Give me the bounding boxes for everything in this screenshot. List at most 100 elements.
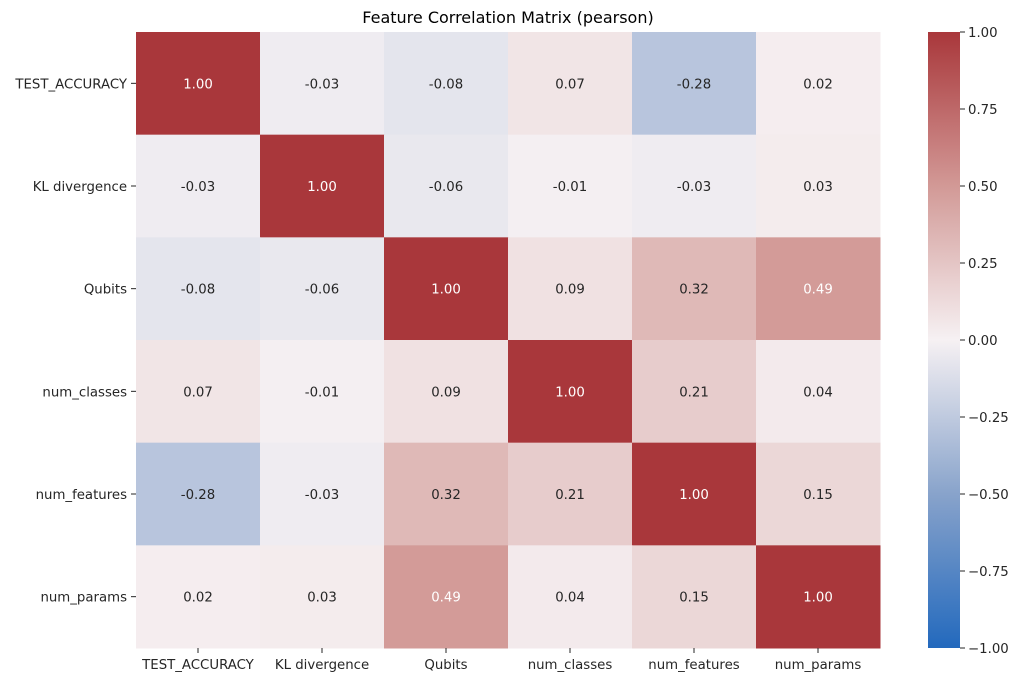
heatmap-cell bbox=[384, 545, 509, 649]
heatmap-cell bbox=[136, 237, 261, 341]
cell-value-label: 0.49 bbox=[803, 283, 833, 298]
x-tick-label: KL divergence bbox=[275, 658, 369, 673]
cell-value-label: 0.03 bbox=[307, 591, 337, 606]
y-axis-ticks: TEST_ACCURACY KL divergence Qubits num_clas… bbox=[14, 77, 136, 606]
heatmap-cell bbox=[384, 32, 509, 136]
cell-value-label: 0.15 bbox=[803, 488, 833, 503]
heatmap-cells: 1.00 -0.03 -0.08 0.07 -0.28 0.02 -0.03 1.00 -0.0… bbox=[136, 32, 881, 649]
heatmap-cell bbox=[756, 340, 881, 444]
heatmap-cell bbox=[136, 340, 261, 444]
y-tick-label: KL divergence bbox=[33, 180, 127, 195]
cell-value-label: 0.02 bbox=[183, 591, 213, 606]
heatmap-cell bbox=[632, 545, 757, 649]
cell-value-label: 0.32 bbox=[431, 488, 461, 503]
heatmap-cell bbox=[260, 32, 385, 136]
cell-value-label: 1.00 bbox=[183, 77, 213, 92]
heatmap-cell bbox=[632, 134, 757, 238]
heatmap-cell bbox=[508, 237, 633, 341]
heatmap-cell bbox=[632, 442, 757, 546]
heatmap-cell bbox=[136, 134, 261, 238]
cell-value-label: -0.28 bbox=[181, 488, 215, 503]
cell-value-label: 1.00 bbox=[431, 283, 461, 298]
cell-value-label: 0.21 bbox=[555, 488, 585, 503]
heatmap-cell bbox=[260, 442, 385, 546]
cell-value-label: -0.03 bbox=[181, 180, 215, 195]
colorbar-tick-label: 0.75 bbox=[968, 103, 998, 118]
cell-value-label: 1.00 bbox=[307, 180, 337, 195]
heatmap-cell bbox=[136, 32, 261, 136]
colorbar-tick-label: 0.25 bbox=[968, 257, 998, 272]
colorbar: 1.00 0.75 0.50 0.25 0.00 −0.25 −0.50 −0.75 −1.00 bbox=[928, 26, 1009, 657]
cell-value-label: 1.00 bbox=[803, 591, 833, 606]
heatmap-cell bbox=[260, 237, 385, 341]
cell-value-label: -0.28 bbox=[677, 77, 711, 92]
cell-value-label: -0.03 bbox=[305, 77, 339, 92]
x-tick-label: Qubits bbox=[424, 658, 467, 673]
heatmap-cell bbox=[508, 340, 633, 444]
colorbar-tick-label: 0.00 bbox=[968, 334, 998, 349]
x-tick-label: num_params bbox=[775, 658, 862, 673]
heatmap-cell bbox=[384, 134, 509, 238]
colorbar-tick-label: −0.50 bbox=[968, 488, 1009, 503]
cell-value-label: 0.21 bbox=[679, 385, 709, 400]
heatmap-cell bbox=[632, 32, 757, 136]
colorbar-tick-label: −0.75 bbox=[968, 565, 1009, 580]
cell-value-label: -0.01 bbox=[553, 180, 587, 195]
x-tick-label: TEST_ACCURACY bbox=[141, 658, 255, 673]
heatmap-cell bbox=[756, 237, 881, 341]
colorbar-tick-label: −1.00 bbox=[968, 642, 1009, 657]
heatmap-cell bbox=[136, 442, 261, 546]
y-tick-label: num_features bbox=[36, 488, 127, 503]
heatmap-cell bbox=[632, 340, 757, 444]
y-tick-label: Qubits bbox=[84, 283, 127, 298]
cell-value-label: 0.49 bbox=[431, 591, 461, 606]
heatmap-cell bbox=[756, 442, 881, 546]
y-tick-label: num_params bbox=[40, 591, 127, 606]
x-axis-ticks: TEST_ACCURACY KL divergence Qubits num_clas… bbox=[141, 648, 861, 673]
cell-value-label: 0.04 bbox=[555, 591, 585, 606]
x-tick-label: num_features bbox=[648, 658, 739, 673]
cell-value-label: 0.07 bbox=[183, 385, 213, 400]
heatmap-cell bbox=[756, 32, 881, 136]
cell-value-label: -0.08 bbox=[181, 283, 215, 298]
heatmap-cell bbox=[384, 442, 509, 546]
heatmap-cell bbox=[508, 32, 633, 136]
cell-value-label: 1.00 bbox=[679, 488, 709, 503]
cell-value-label: -0.06 bbox=[305, 283, 339, 298]
x-tick-label: num_classes bbox=[528, 658, 613, 673]
heatmap-cell bbox=[508, 442, 633, 546]
heatmap-cell bbox=[260, 134, 385, 238]
cell-value-label: 0.09 bbox=[555, 283, 585, 298]
colorbar-gradient bbox=[928, 32, 960, 648]
heatmap-cell bbox=[508, 134, 633, 238]
cell-value-label: 0.03 bbox=[803, 180, 833, 195]
cell-value-label: 0.32 bbox=[679, 283, 709, 298]
chart-title: Feature Correlation Matrix (pearson) bbox=[362, 8, 653, 27]
cell-value-label: -0.03 bbox=[305, 488, 339, 503]
cell-value-label: 0.02 bbox=[803, 77, 833, 92]
heatmap-cell bbox=[384, 340, 509, 444]
heatmap-cell bbox=[756, 545, 881, 649]
cell-value-label: 0.04 bbox=[803, 385, 833, 400]
heatmap-cell bbox=[384, 237, 509, 341]
cell-value-label: 0.09 bbox=[431, 385, 461, 400]
cell-value-label: -0.03 bbox=[677, 180, 711, 195]
heatmap-cell bbox=[260, 340, 385, 444]
heatmap-cell bbox=[508, 545, 633, 649]
cell-value-label: -0.08 bbox=[429, 77, 463, 92]
cell-value-label: -0.01 bbox=[305, 385, 339, 400]
cell-value-label: -0.06 bbox=[429, 180, 463, 195]
heatmap-cell bbox=[632, 237, 757, 341]
cell-value-label: 0.15 bbox=[679, 591, 709, 606]
y-tick-label: num_classes bbox=[42, 385, 127, 400]
heatmap-cell bbox=[260, 545, 385, 649]
cell-value-label: 0.07 bbox=[555, 77, 585, 92]
colorbar-tick-label: 1.00 bbox=[968, 26, 998, 41]
y-tick-label: TEST_ACCURACY bbox=[14, 77, 128, 92]
cell-value-label: 1.00 bbox=[555, 385, 585, 400]
heatmap-cell bbox=[136, 545, 261, 649]
colorbar-tick-label: −0.25 bbox=[968, 411, 1009, 426]
heatmap-cell bbox=[756, 134, 881, 238]
colorbar-tick-label: 0.50 bbox=[968, 180, 998, 195]
